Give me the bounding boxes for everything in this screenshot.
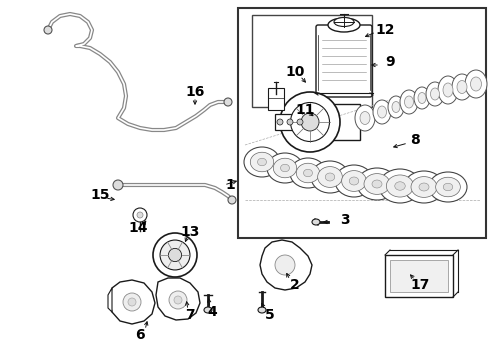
Circle shape bbox=[123, 293, 141, 311]
Text: 11: 11 bbox=[295, 103, 315, 117]
Ellipse shape bbox=[258, 307, 266, 313]
Ellipse shape bbox=[290, 158, 326, 188]
Ellipse shape bbox=[318, 167, 343, 188]
Ellipse shape bbox=[457, 81, 467, 94]
Ellipse shape bbox=[400, 90, 418, 114]
Bar bbox=[268, 88, 284, 110]
Ellipse shape bbox=[405, 96, 414, 108]
Ellipse shape bbox=[311, 161, 349, 193]
Ellipse shape bbox=[113, 180, 123, 190]
Text: 1: 1 bbox=[225, 178, 235, 192]
Circle shape bbox=[153, 233, 197, 277]
Ellipse shape bbox=[296, 163, 319, 183]
Ellipse shape bbox=[392, 102, 400, 112]
Circle shape bbox=[160, 240, 190, 270]
Ellipse shape bbox=[426, 82, 444, 106]
Ellipse shape bbox=[419, 183, 429, 191]
Circle shape bbox=[277, 119, 283, 125]
Text: 7: 7 bbox=[185, 308, 195, 322]
Text: 15: 15 bbox=[90, 188, 110, 202]
Ellipse shape bbox=[418, 93, 426, 104]
Circle shape bbox=[280, 92, 340, 152]
Text: 9: 9 bbox=[385, 55, 395, 69]
Ellipse shape bbox=[386, 175, 414, 197]
Text: 2: 2 bbox=[290, 278, 300, 292]
Ellipse shape bbox=[452, 74, 472, 100]
Ellipse shape bbox=[280, 164, 290, 172]
Bar bbox=[305, 104, 360, 140]
Ellipse shape bbox=[431, 88, 440, 100]
Ellipse shape bbox=[325, 173, 335, 181]
Circle shape bbox=[128, 298, 136, 306]
Ellipse shape bbox=[443, 83, 453, 97]
Ellipse shape bbox=[364, 174, 390, 194]
Text: 3: 3 bbox=[340, 213, 350, 227]
Circle shape bbox=[297, 119, 303, 125]
Circle shape bbox=[287, 119, 293, 125]
Ellipse shape bbox=[267, 153, 303, 183]
Ellipse shape bbox=[334, 18, 354, 27]
Text: 6: 6 bbox=[135, 328, 145, 342]
Ellipse shape bbox=[244, 147, 280, 177]
Bar bbox=[238, 8, 486, 238]
Circle shape bbox=[133, 208, 147, 222]
Ellipse shape bbox=[372, 180, 382, 188]
Text: 17: 17 bbox=[410, 278, 430, 292]
Circle shape bbox=[224, 98, 232, 106]
Ellipse shape bbox=[258, 158, 267, 166]
Ellipse shape bbox=[303, 169, 313, 177]
Circle shape bbox=[275, 255, 295, 275]
Ellipse shape bbox=[349, 177, 359, 185]
Ellipse shape bbox=[429, 172, 467, 202]
Ellipse shape bbox=[335, 165, 373, 197]
Circle shape bbox=[137, 212, 143, 218]
Circle shape bbox=[44, 26, 52, 34]
Circle shape bbox=[228, 196, 236, 204]
Ellipse shape bbox=[388, 96, 404, 118]
Ellipse shape bbox=[395, 182, 405, 190]
Circle shape bbox=[169, 291, 187, 309]
Ellipse shape bbox=[312, 219, 320, 225]
Circle shape bbox=[301, 113, 319, 131]
Ellipse shape bbox=[443, 183, 453, 191]
Circle shape bbox=[174, 296, 182, 304]
Text: 5: 5 bbox=[265, 308, 275, 322]
FancyBboxPatch shape bbox=[385, 255, 453, 297]
Ellipse shape bbox=[342, 171, 367, 192]
Ellipse shape bbox=[328, 18, 360, 32]
Polygon shape bbox=[260, 240, 312, 290]
Ellipse shape bbox=[414, 87, 430, 109]
Ellipse shape bbox=[377, 106, 387, 118]
Polygon shape bbox=[156, 278, 200, 320]
Ellipse shape bbox=[355, 105, 375, 131]
Ellipse shape bbox=[204, 307, 212, 313]
Ellipse shape bbox=[404, 171, 444, 203]
Text: 8: 8 bbox=[410, 133, 420, 147]
Bar bbox=[252, 15, 372, 107]
Ellipse shape bbox=[465, 70, 487, 98]
Ellipse shape bbox=[357, 168, 397, 200]
Ellipse shape bbox=[360, 112, 370, 125]
FancyBboxPatch shape bbox=[316, 25, 372, 97]
Circle shape bbox=[291, 103, 329, 141]
Ellipse shape bbox=[273, 158, 297, 178]
Text: 10: 10 bbox=[285, 65, 305, 79]
Ellipse shape bbox=[438, 76, 458, 104]
Ellipse shape bbox=[373, 100, 391, 124]
Bar bbox=[390, 260, 448, 292]
Text: 4: 4 bbox=[207, 305, 217, 319]
Text: 14: 14 bbox=[128, 221, 148, 235]
Bar bbox=[275, 114, 305, 130]
Ellipse shape bbox=[411, 177, 437, 197]
Ellipse shape bbox=[379, 169, 421, 203]
Text: 16: 16 bbox=[185, 85, 205, 99]
Ellipse shape bbox=[436, 177, 460, 197]
Text: 13: 13 bbox=[180, 225, 200, 239]
Ellipse shape bbox=[470, 77, 482, 91]
Polygon shape bbox=[109, 280, 155, 324]
Circle shape bbox=[169, 248, 182, 262]
Polygon shape bbox=[108, 288, 112, 312]
Text: 12: 12 bbox=[375, 23, 395, 37]
Ellipse shape bbox=[250, 152, 274, 172]
